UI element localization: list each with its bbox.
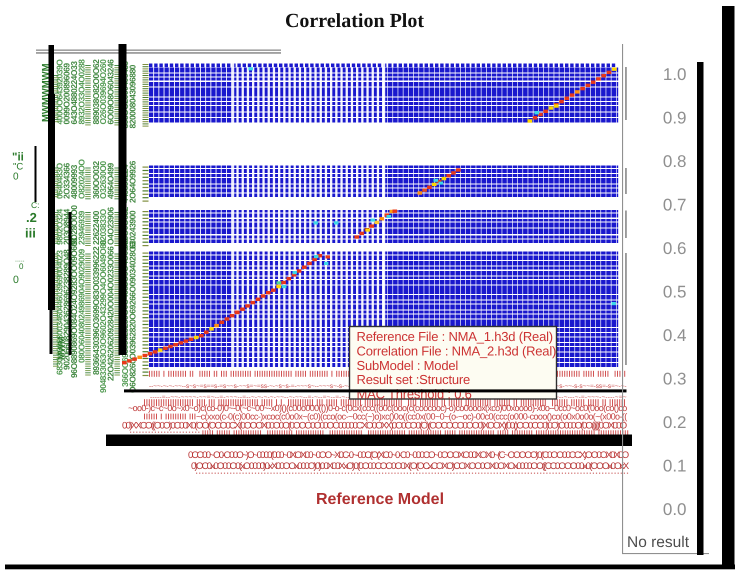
svg-text:C:: C: [31,200,40,210]
svg-text:"ii: "ii [12,152,24,164]
svg-text:820008043096880: 820008043096880 [127,64,137,128]
svg-text:1.0: 1.0 [663,65,687,84]
svg-text:9020660829043628696238289O48: 9020660829043628696238289O48 [62,249,72,370]
svg-text:630243900: 630243900 [127,210,137,249]
svg-text:0.6: 0.6 [663,239,687,258]
svg-text:9802O324: 9802O324 [54,209,64,245]
svg-text:0.7: 0.7 [663,195,687,214]
svg-text:8932O33O4O0288: 8932O33O4O0288 [76,59,86,125]
svg-text:00)XXCO((O0O)0C00X0(OO(OCO0CX(: 00)XXCO((O0O)0C00X0(OO(OCO0CX(0OOOX00O0O… [122,421,627,432]
svg-text:No result: No result [627,534,690,551]
svg-text:iii: iii [25,226,36,241]
svg-text:0.9: 0.9 [663,108,687,127]
svg-text:080O60408024986904O9029009: 080O60408024986904O9029009 [76,249,86,363]
svg-text:0: 0 [13,172,19,183]
svg-text:Result set :Structure: Result set :Structure [357,372,471,387]
svg-text:0.3: 0.3 [663,369,687,388]
svg-text:SubModel : Model: SubModel : Model [357,358,459,373]
svg-text:0.0: 0.0 [663,500,687,519]
svg-text:0.4: 0.4 [663,326,687,345]
svg-text:683O8382300346044603969004023: 683O8382300346044603969004023 [54,250,64,375]
svg-text:O82024OO: O82024OO [76,159,86,199]
svg-text:2O334366: 2O334366 [62,163,72,199]
svg-text:0099O200896069: 0099O200896069 [62,63,72,125]
svg-text:643O4880224O33: 643O4880224O33 [69,61,79,125]
svg-text:0.1: 0.1 [663,456,687,475]
svg-text:0)OC0x0O00O0(xO0000)0xX00OOx00: 0)OC0x0O00O0(xO0000)0xX00OOx000O)0)00X00… [191,461,630,472]
svg-text:8203833O: 8203833O [98,208,108,245]
svg-text:360OO032: 360OO032 [91,161,101,199]
svg-text:2O64O9926: 2O64O9926 [127,160,137,203]
svg-text:48009993: 48009993 [69,164,79,199]
svg-text:0.2: 0.2 [663,413,687,432]
svg-text:9O28O0O0: 9O28O0O0 [69,205,79,245]
svg-text:0.5: 0.5 [663,282,687,301]
svg-text:0: 0 [19,262,24,271]
svg-text:O32630O0: O32630O0 [98,161,108,199]
svg-text:O26O039694O260: O26O039694O260 [98,59,108,125]
svg-text:.....: ..... [15,257,25,264]
svg-text:400OO64392039O: 400OO64392039O [54,59,64,125]
svg-text:Correlation File : NMA_2.h3d (: Correlation File : NMA_2.h3d (Real) [357,344,557,359]
svg-text:MWM: MWM [56,337,66,361]
svg-text:96O8890869O084O24O9283OO09O603: 96O8890869O084O24O9283OO09O603 [69,237,79,378]
svg-text:O4O23906: O4O23906 [106,207,116,245]
svg-text:23946939: 23946939 [76,210,86,245]
svg-text:889038O82O0O62: 889038O82O0O62 [91,59,101,125]
svg-text:MWMWMWM: MWMWMWM [41,63,52,122]
svg-text:0: 0 [13,274,19,286]
svg-text:~c(xxo(c-0(c)00cc-)xcoc(c0o0x~: ~c(xxo(c-0(c)00cc-)xcoc(c0o0x~(c0)(cco(o… [196,412,627,422]
svg-text:Reference Model: Reference Model [316,491,444,508]
svg-text:"C: "C [13,162,23,173]
svg-text:0.8: 0.8 [663,152,687,171]
svg-text:4964O499: 4964O499 [106,163,116,199]
svg-text:89366430396O3699O83O033996222: 89366430396O3699O83O033996222 [91,246,101,375]
svg-text:22O42620620928420O004O0233O066: 22O42620620928420O004O0233O066 [106,246,116,381]
svg-text:~oo0-)c~c~0o~x0~o)c(co-0)0~-0(: ~oo0-)c~c~0o~x0~o)c(co-0)0~-0(~c~00~-x0)… [128,403,627,413]
svg-text:904833063O3O9602O43299O4OO6049: 904833063O3O9602O43299O4OO6049O80 [98,240,108,393]
svg-text:Correlation Plot: Correlation Plot [285,10,424,32]
svg-text:.2: .2 [26,210,37,225]
svg-text:O6O8260O03962820O69266O0903402: O6O8260O03962820O69266O09034028O3 [127,241,137,393]
svg-text:0640483O: 0640483O [54,162,64,199]
svg-text:Reference File : NMA_1.h3d (Re: Reference File : NMA_1.h3d (Real) [357,329,553,344]
svg-text:22622400: 22622400 [91,210,101,245]
svg-text:MAC Threshold : 0.6: MAC Threshold : 0.6 [357,386,472,401]
svg-text:0CO00~O0-O00O~)O~0000(000~0XOX: 0CO00~O0-O00O~)O~0000(000~0XOX00~0OO~X0C… [188,450,629,461]
svg-text:203O8944: 203O8944 [62,209,72,245]
svg-text:6O09O8O6043246: 6O09O8O6043246 [106,59,116,125]
